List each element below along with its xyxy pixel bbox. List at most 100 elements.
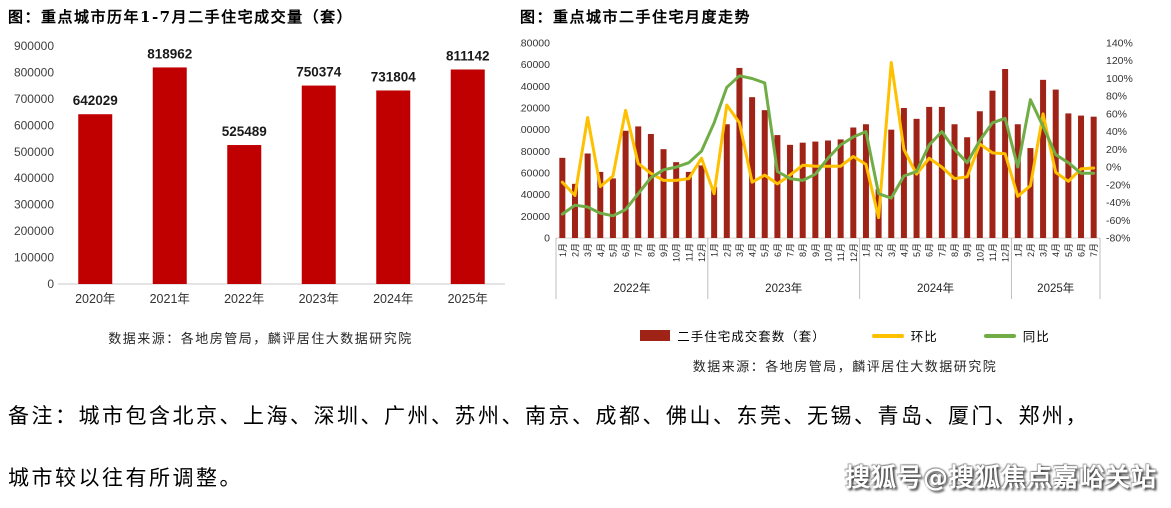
month-bar <box>1065 113 1072 238</box>
month-tick-label: 11月 <box>836 243 846 261</box>
left-y-tick-label: 40000 <box>521 189 550 201</box>
month-tick-label: 4月 <box>748 243 758 257</box>
left-chart-canvas: 0 100000 200000 300000 400000 500000 600000 700… <box>14 39 505 306</box>
left-y-tick-label: 80000 <box>521 146 550 158</box>
year-groups: 2022年 2023年 2024年 2025年 <box>555 238 1101 299</box>
month-tick-label: 6月 <box>1077 243 1087 257</box>
month-bar <box>711 187 718 238</box>
month-bar <box>900 108 907 238</box>
month-tick-label: 1月 <box>861 243 871 257</box>
bar-value-label: 731804 <box>371 69 417 84</box>
x-tick-label: 2023年 <box>299 292 339 306</box>
month-bar <box>685 171 692 238</box>
y-tick-label: 600000 <box>14 118 54 132</box>
bar-2024年 <box>376 90 411 284</box>
legend-item-transactions: 二手住宅成交套数（套） <box>640 326 826 345</box>
left-y-tick-label: 160000 <box>520 59 550 71</box>
month-tick-label: 9月 <box>659 243 669 257</box>
right-y-tick-label: 120% <box>1106 55 1133 67</box>
bar-2022年 <box>227 145 262 284</box>
month-bar <box>799 142 806 238</box>
bar-value-label: 525489 <box>222 124 267 139</box>
month-tick-label: 4月 <box>596 243 606 257</box>
bar-value-label: 642029 <box>73 93 118 108</box>
month-bar <box>584 153 591 238</box>
y-tick-label: 800000 <box>14 65 54 79</box>
month-tick-label: 9月 <box>963 243 973 257</box>
year-label: 2025年 <box>1037 281 1074 295</box>
month-bar <box>774 135 781 238</box>
y-tick-label: 100000 <box>14 251 54 265</box>
month-tick-label: 3月 <box>1039 243 1049 257</box>
month-tick-label: 2月 <box>874 243 884 257</box>
monthly-bars-group <box>559 67 1097 239</box>
y-tick-label: 300000 <box>14 198 54 212</box>
month-tick-label: 10月 <box>975 243 985 262</box>
month-bar <box>926 106 933 239</box>
year-label: 2022年 <box>613 281 650 295</box>
left-y-tick-label: 120000 <box>520 103 550 115</box>
month-bar <box>609 178 616 238</box>
y-tick-label: 500000 <box>14 145 54 159</box>
month-bar <box>749 97 756 239</box>
bar-2025年 <box>450 69 485 284</box>
month-bar <box>1040 79 1047 238</box>
month-tick-label: 6月 <box>621 243 631 257</box>
month-tick-label: 8月 <box>950 243 960 257</box>
left-y-tick-label: 140000 <box>520 81 550 93</box>
yoy-line <box>560 74 1096 218</box>
x-tick-label: 2020年 <box>75 292 115 306</box>
right-y-tick-label: -80% <box>1106 233 1131 245</box>
right-y-tick-label: 140% <box>1106 38 1133 50</box>
month-tick-label: 1月 <box>1013 243 1023 257</box>
month-tick-label: 4月 <box>1051 243 1061 257</box>
month-bar <box>938 106 945 239</box>
month-tick-label: 12月 <box>1001 243 1011 262</box>
month-bar <box>1014 124 1021 238</box>
legend-label-mom: 环比 <box>910 329 938 344</box>
month-tick-label: 5月 <box>912 243 922 257</box>
right-chart-title: 图：重点城市二手住宅月度走势 <box>520 8 752 26</box>
y-tick-label: 400000 <box>14 171 54 185</box>
x-tick-label: 2022年 <box>224 292 264 306</box>
month-bar <box>1090 116 1097 238</box>
note-line-1: 备注：城市包含北京、上海、深圳、广州、苏州、南京、成都、佛山、东莞、无锡、青岛、… <box>8 404 1089 428</box>
month-tick-label: 7月 <box>786 243 796 257</box>
right-y-tick-label: 40% <box>1106 126 1127 138</box>
month-tick-label: 1月 <box>710 243 720 257</box>
mom-line <box>560 61 1096 220</box>
month-bar <box>850 127 857 238</box>
right-y-tick-label: -60% <box>1106 215 1131 227</box>
month-tick-label: 11月 <box>684 243 694 261</box>
month-bar <box>698 165 705 238</box>
month-bar <box>976 111 983 238</box>
bar-2021年 <box>152 67 187 284</box>
month-tick-label: 6月 <box>925 243 935 257</box>
bar-2020年 <box>78 114 113 284</box>
month-tick-label: 3月 <box>735 243 745 257</box>
month-tick-label: 6月 <box>773 243 783 257</box>
right-y-tick-label: 0% <box>1106 162 1121 174</box>
month-bar <box>1078 115 1085 238</box>
right-chart-panel: 图：重点城市二手住宅月度走势 1800001600001400001200001… <box>520 6 1170 386</box>
right-y-tick-label: -40% <box>1106 197 1131 209</box>
right-chart-legend: 二手住宅成交套数（套） 环比 同比 <box>520 326 1170 345</box>
month-tick-label: 1月 <box>558 243 568 257</box>
month-bar <box>673 162 680 238</box>
month-tick-label: 5月 <box>608 243 618 257</box>
watermark: 搜狐号@搜狐焦点嘉峪关站 <box>844 463 1157 492</box>
x-tick-label: 2025年 <box>448 292 488 306</box>
right-y-tick-label: 80% <box>1106 91 1127 103</box>
left-chart-source: 数据来源：各地房管局，麟评居住大数据研究院 <box>108 332 413 347</box>
right-y-tick-label: 60% <box>1106 108 1127 120</box>
right-chart-left-axis: 180000 160000 140000 120000 100000 80000 60000… <box>520 38 550 245</box>
legend-label-transactions: 二手住宅成交套数（套） <box>677 329 826 344</box>
x-tick-label: 2024年 <box>373 292 413 306</box>
note-line-2: 城市较以往有所调整。 <box>8 466 243 490</box>
left-chart-title: 图：重点城市历年1-7月二手住宅成交量（套） <box>8 8 354 26</box>
yoy-line-swatch <box>983 333 1016 338</box>
month-bar <box>1052 89 1059 238</box>
year-label: 2023年 <box>765 281 802 295</box>
bar-value-label: 818962 <box>147 46 192 61</box>
month-tick-label: 5月 <box>1064 243 1074 257</box>
